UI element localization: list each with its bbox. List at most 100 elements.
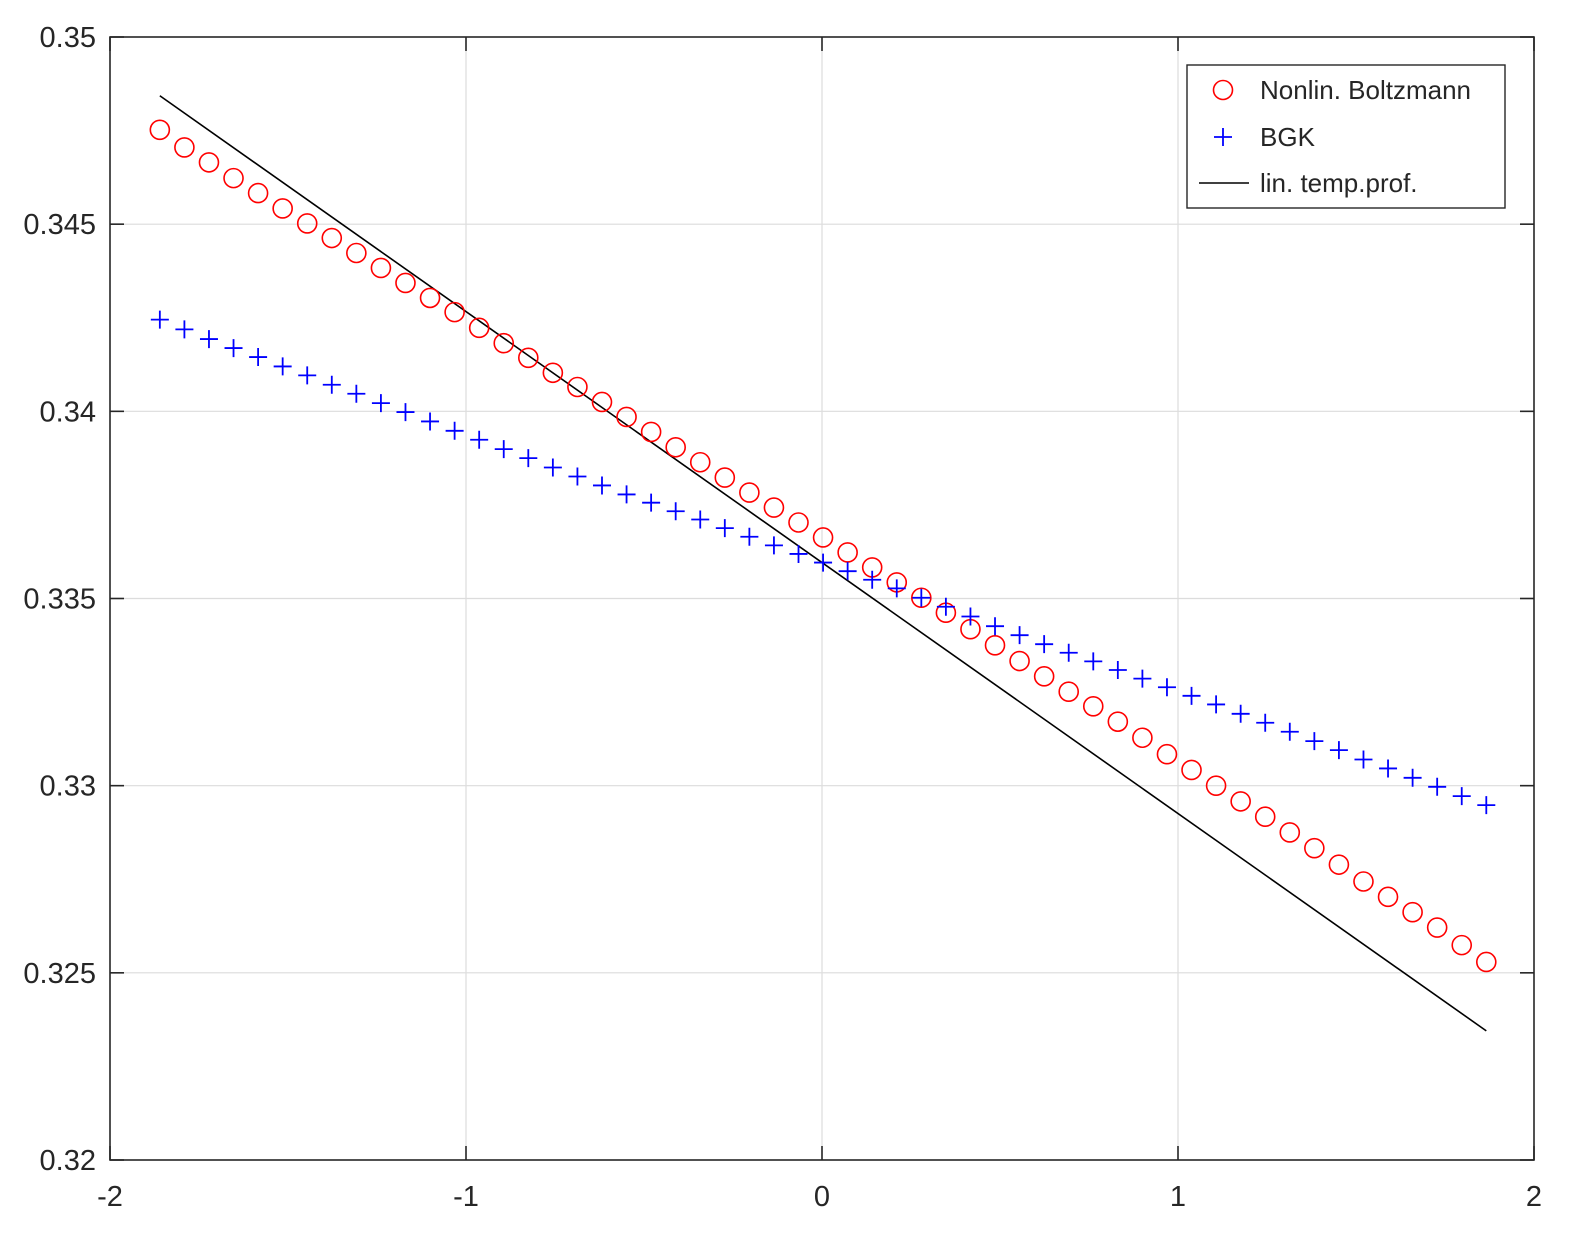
plus-point: [421, 412, 440, 431]
plus-point: [1010, 626, 1029, 645]
plus-point: [1108, 660, 1127, 679]
plus-point: [887, 579, 906, 598]
plus-point: [1379, 759, 1398, 778]
legend-circle-icon: [1212, 79, 1234, 101]
plot-area: [149, 95, 1497, 1032]
plus-point: [838, 562, 857, 581]
circle-point: [1451, 934, 1473, 956]
circle-point: [714, 467, 736, 488]
axes: -2 -1 0 1 2 0.32 0.325 0.33 0.335 0.34 0.345 0.35: [23, 22, 1542, 1213]
circle-point: [468, 317, 490, 339]
plus-point: [1256, 713, 1275, 732]
legend-box: [1186, 64, 1506, 209]
plus-point: [396, 403, 415, 422]
x-tick-label: 2: [1526, 1181, 1542, 1213]
circle-point: [444, 301, 465, 323]
x-tick-label: -2: [97, 1181, 123, 1213]
grid: [110, 37, 1534, 1160]
plus-point: [322, 375, 341, 394]
circle-point: [149, 119, 171, 141]
plus-point: [789, 544, 808, 563]
circle-point: [1426, 917, 1448, 938]
plus-point: [1035, 635, 1054, 654]
circle-point: [370, 257, 392, 279]
plus-point: [1329, 741, 1348, 760]
x-tick-label: 1: [1170, 1181, 1186, 1213]
plus-point: [371, 394, 390, 413]
y-tick-label: 0.34: [40, 396, 96, 428]
plus-point: [175, 320, 194, 339]
plus-point: [199, 330, 218, 349]
circle-point: [542, 362, 564, 384]
plus-point: [224, 339, 243, 358]
plus-point: [150, 310, 169, 329]
plus-point: [666, 502, 685, 521]
circle-point: [1058, 681, 1080, 703]
series-circle: [149, 119, 1497, 973]
legend-plus-icon: [1214, 128, 1232, 146]
circle-point: [247, 182, 269, 204]
plus-point: [912, 588, 931, 607]
circle-point: [911, 587, 932, 609]
circle-point: [1475, 951, 1497, 973]
plus-point: [519, 449, 538, 468]
circle-point: [616, 406, 637, 428]
plus-point: [1452, 787, 1471, 806]
circle-point: [591, 391, 613, 413]
circle-point: [419, 287, 441, 309]
circle-point: [493, 332, 515, 354]
plus-point: [1059, 643, 1078, 662]
circle-point: [837, 542, 858, 563]
circle-point: [174, 137, 195, 158]
circle-point: [1107, 711, 1129, 732]
circle-point: [763, 497, 785, 518]
circle-point: [1353, 871, 1374, 892]
circle-point: [984, 634, 1006, 656]
circle-point: [812, 527, 834, 548]
circle-point: [1402, 901, 1423, 923]
plus-point: [1157, 678, 1176, 697]
plus-point: [1182, 686, 1201, 705]
plus-point: [1207, 695, 1226, 714]
plus-point: [1305, 732, 1324, 751]
legend-label: lin. temp.prof.: [1260, 168, 1418, 198]
circle-point: [517, 347, 539, 369]
plus-point: [715, 519, 734, 538]
circle-point: [1279, 822, 1301, 843]
circle-point: [739, 482, 760, 503]
circle-point: [665, 436, 686, 458]
plus-point: [986, 617, 1005, 636]
plus-point: [1477, 796, 1496, 815]
plus-point: [298, 366, 317, 385]
y-tick-label: 0.33: [40, 771, 96, 803]
plus-point: [592, 476, 611, 495]
plus-point: [1231, 704, 1250, 723]
plus-point: [936, 597, 955, 616]
plus-point: [1354, 750, 1373, 769]
y-tick-label: 0.345: [23, 209, 96, 241]
circle-point: [1304, 837, 1325, 859]
circle-point: [788, 512, 809, 533]
plus-point: [863, 570, 882, 589]
circle-point: [1156, 743, 1178, 765]
circle-point: [640, 421, 662, 443]
plus-point: [1428, 777, 1447, 796]
circle-point: [296, 213, 318, 234]
plus-point: [961, 607, 980, 626]
y-tick-label: 0.32: [40, 1145, 96, 1177]
plus-point: [642, 493, 661, 512]
circle-point: [1205, 775, 1227, 796]
circle-point: [223, 167, 244, 189]
x-tick-label: 0: [814, 1181, 830, 1213]
y-tick-label: 0.335: [23, 584, 96, 616]
circle-point: [1328, 854, 1350, 875]
plus-point: [445, 421, 464, 440]
plus-point: [470, 430, 489, 449]
plus-point: [1133, 669, 1152, 688]
plus-point: [273, 357, 292, 376]
circle-point: [1033, 666, 1055, 687]
plus-point: [1280, 722, 1299, 741]
circle-point: [1230, 791, 1251, 812]
